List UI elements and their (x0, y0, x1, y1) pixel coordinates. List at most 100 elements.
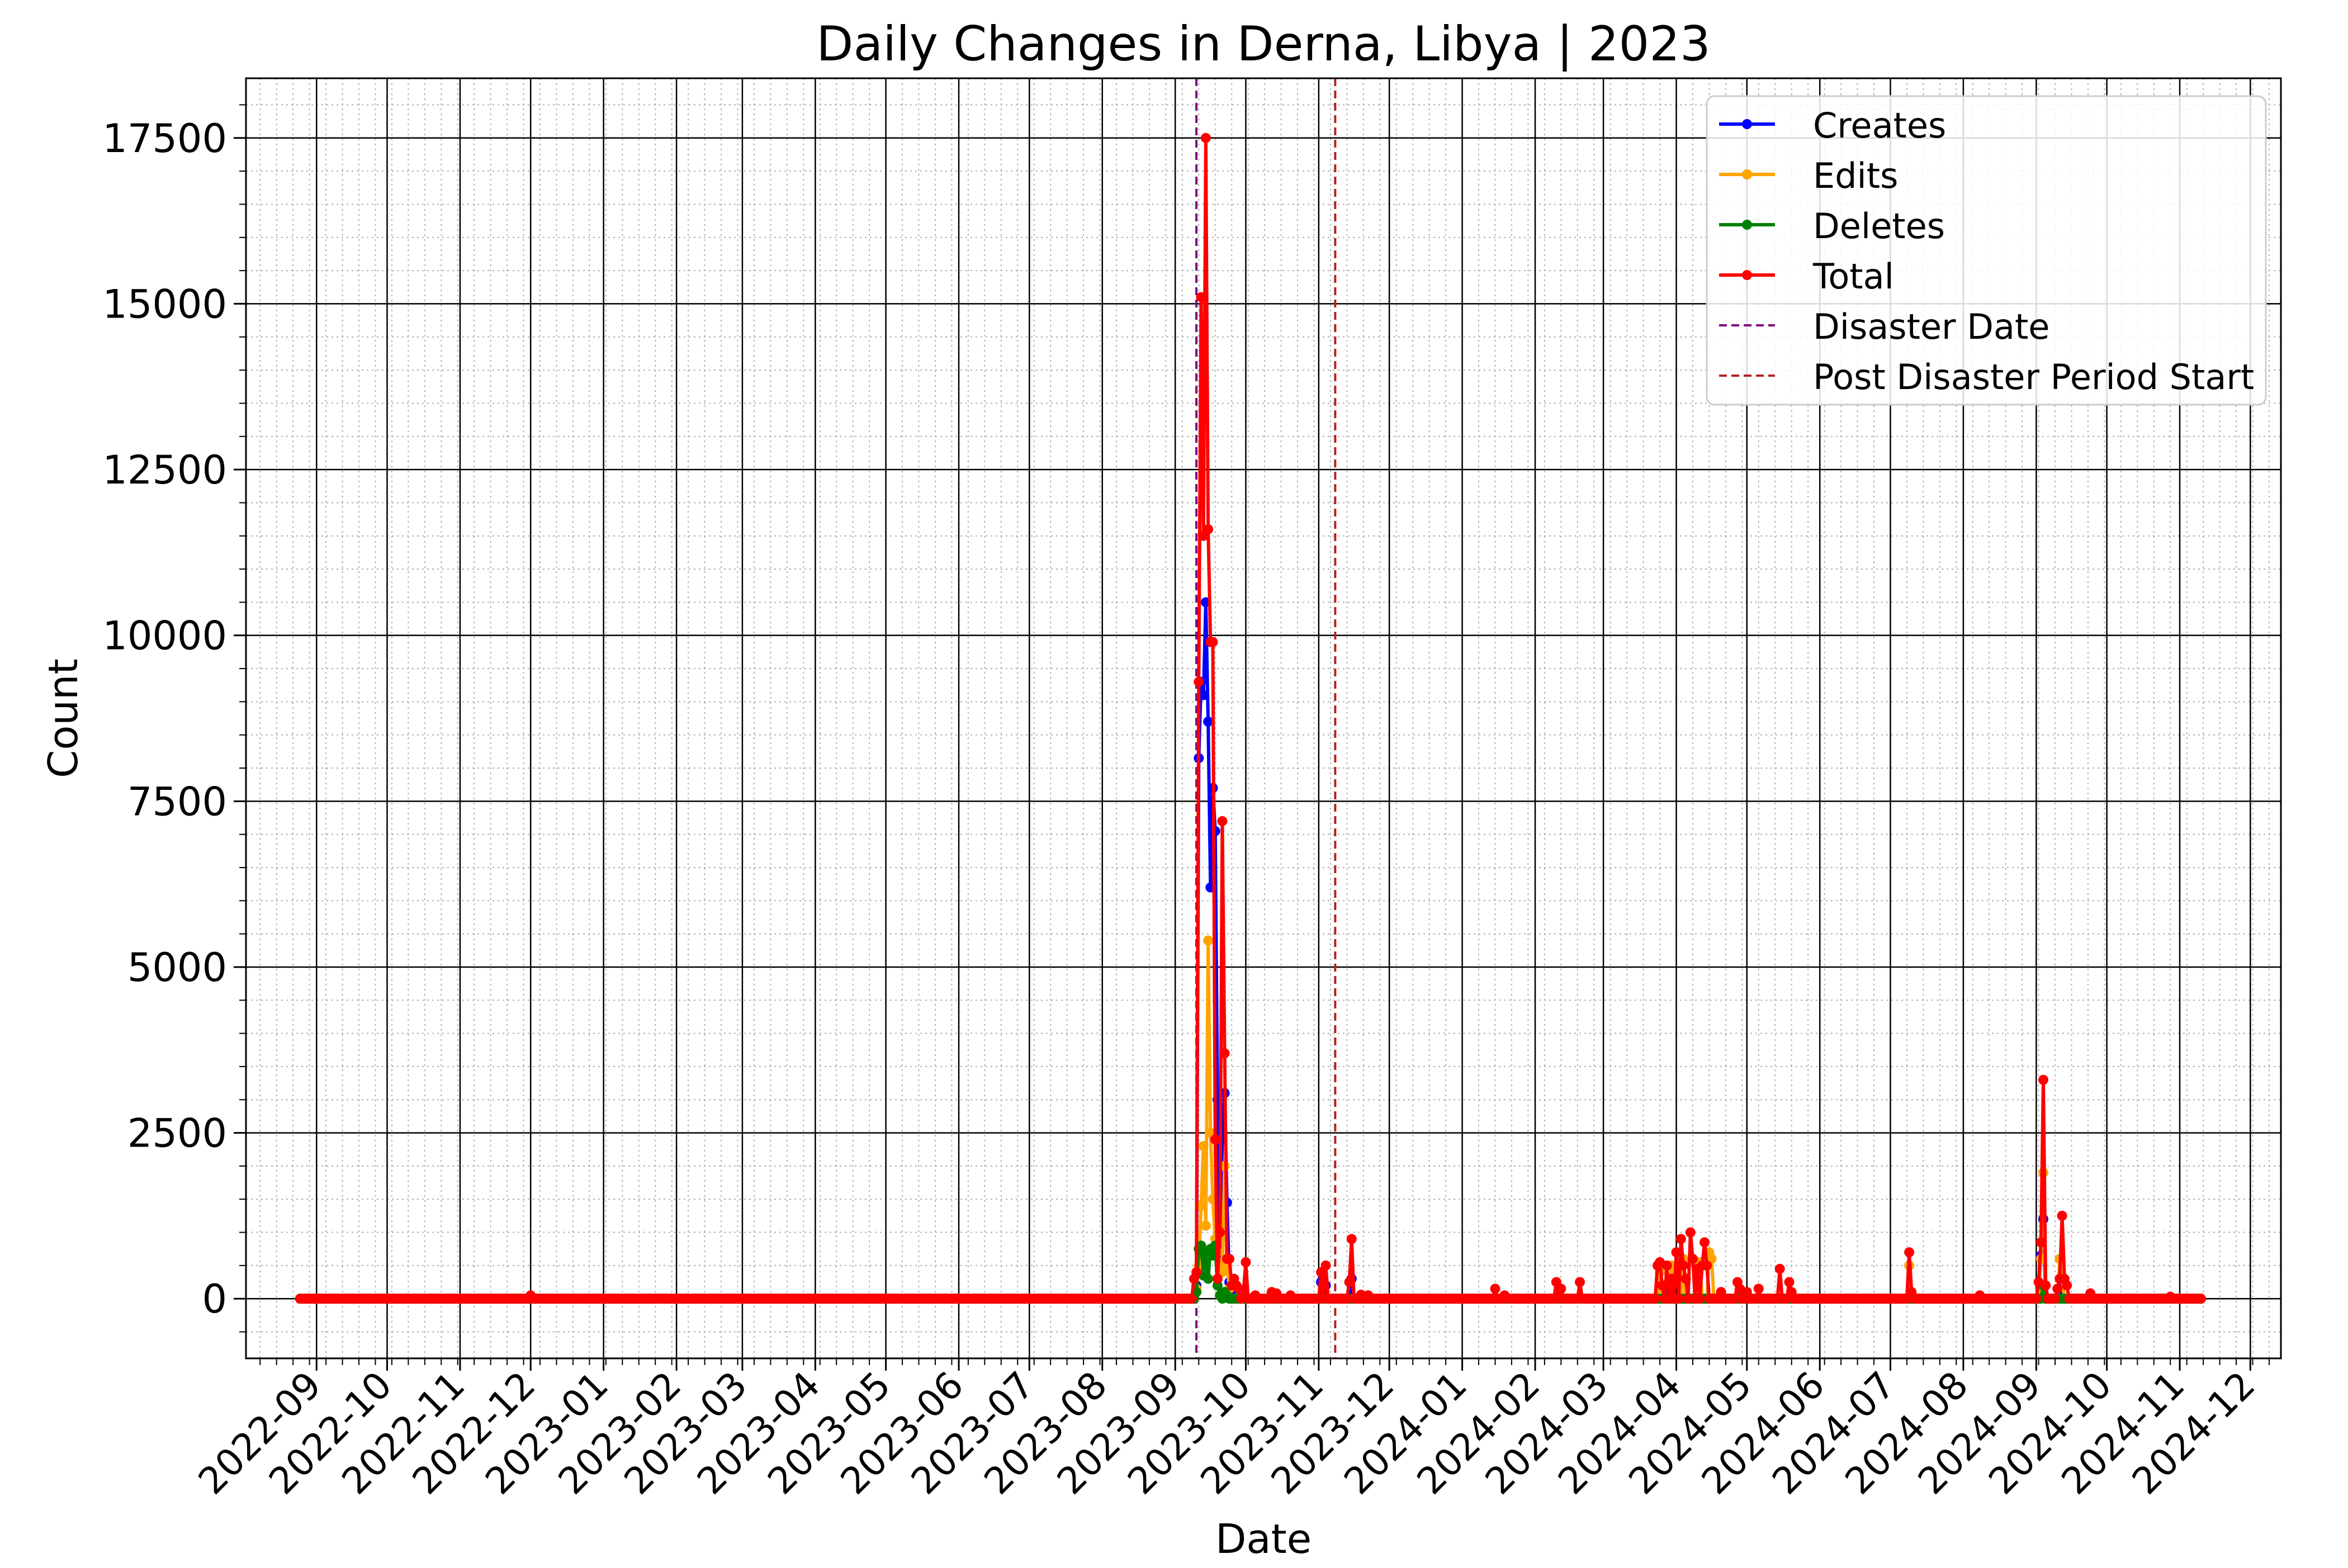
legend-label: Creates (1813, 105, 1946, 146)
data-point (1657, 1280, 1668, 1291)
plot-area-frame (245, 77, 2282, 1359)
x-axis-label: Date (1215, 1515, 1312, 1562)
data-point (2041, 1280, 2051, 1291)
data-point (1730, 1294, 1740, 1304)
legend-label: Edits (1813, 155, 1898, 196)
data-point (1241, 1257, 1251, 1267)
legend-label: Post Disaster Period Start (1813, 357, 2254, 397)
y-tick-label: 2500 (127, 1111, 227, 1157)
y-tick-label: 15000 (102, 281, 227, 327)
data-point (1688, 1254, 1698, 1264)
series-total (295, 132, 2206, 1304)
data-point (2052, 1283, 2063, 1294)
legend-item: Creates (1719, 105, 1946, 146)
data-point (1342, 1294, 1352, 1304)
data-point (1186, 1294, 1197, 1304)
axis-ticks (234, 104, 2270, 1371)
y-tick-label: 0 (202, 1276, 227, 1322)
legend-marker (1742, 220, 1752, 230)
data-point (1217, 816, 1228, 826)
y-tick-label: 12500 (102, 447, 227, 493)
legend-item: Total (1719, 256, 1894, 297)
data-point (1196, 292, 1206, 302)
series-line (300, 939, 2201, 1301)
chart-title: Daily Changes in Derna, Libya | 2023 (816, 16, 1710, 72)
legend-marker (1742, 270, 1752, 280)
data-point (2038, 1074, 2048, 1085)
data-point (1215, 1227, 1225, 1238)
data-point (1774, 1263, 1785, 1274)
data-point (1208, 637, 1218, 647)
legend-item: Post Disaster Period Start (1719, 357, 2254, 397)
data-point (1671, 1247, 1682, 1258)
y-tick-label: 17500 (102, 116, 227, 162)
data-point (1650, 1294, 1660, 1304)
data-point (1320, 1260, 1331, 1271)
data-point (1683, 1294, 1693, 1304)
data-point (1203, 716, 1214, 727)
data-point (1210, 1134, 1220, 1145)
data-point (1224, 1254, 1234, 1264)
data-point (1675, 1234, 1686, 1244)
data-point (2050, 1294, 2060, 1304)
data-point (1904, 1247, 1915, 1258)
data-point (1344, 1277, 1355, 1287)
data-point (1702, 1260, 1712, 1271)
data-point (1556, 1283, 1566, 1294)
legend-label: Deletes (1813, 206, 1945, 247)
series-line (300, 600, 2201, 1301)
series-creates (295, 597, 2206, 1304)
legend-item: Disaster Date (1719, 306, 2049, 347)
legend-label: Disaster Date (1813, 306, 2049, 347)
data-point (1784, 1277, 1795, 1287)
data-point (1200, 1220, 1211, 1231)
data-point (1208, 1250, 1218, 1261)
data-point (1203, 1273, 1214, 1284)
data-point (1203, 524, 1214, 534)
data-point (1490, 1283, 1500, 1294)
data-point (1219, 1048, 1230, 1059)
legend-box (1706, 95, 2267, 406)
reference-lines (1195, 78, 1337, 1358)
legend-label: Total (1812, 256, 1894, 297)
data-point (1678, 1260, 1689, 1271)
y-tick-label: 10000 (102, 613, 227, 659)
legend-item: Deletes (1719, 206, 1945, 247)
data-point (2031, 1294, 2042, 1304)
minor-gridlines (246, 78, 2281, 1358)
y-axis-label: Count (40, 659, 87, 778)
data-point (1667, 1273, 1677, 1284)
data-point (1196, 1201, 1206, 1211)
data-point (1673, 1294, 1684, 1304)
data-point (1198, 1141, 1209, 1152)
data-point (1212, 1273, 1223, 1284)
data-point (2035, 1237, 2046, 1248)
y-tick-label: 5000 (127, 945, 227, 991)
data-point (1200, 132, 1211, 143)
data-point (1191, 1267, 1202, 1277)
data-point (1753, 1283, 1764, 1294)
major-gridlines (246, 78, 2281, 1358)
data-point (1575, 1277, 1585, 1287)
series-layer (295, 132, 2206, 1304)
legend-marker (1742, 169, 1752, 179)
data-point (2062, 1280, 2072, 1291)
data-point (2195, 1294, 2206, 1304)
legend: Creates Edits Deletes Total Disaster Date Pos… (1706, 95, 2267, 406)
y-tick-label: 7500 (127, 779, 227, 825)
data-point (1194, 676, 1204, 687)
legend-item: Edits (1719, 155, 1898, 196)
series-edits (295, 935, 2206, 1304)
data-point (1685, 1227, 1696, 1238)
data-point (1680, 1273, 1691, 1284)
data-point (2057, 1210, 2067, 1221)
data-point (1700, 1237, 1710, 1248)
legend-marker (1742, 119, 1752, 129)
data-point (1346, 1234, 1357, 1244)
data-point (1198, 690, 1209, 700)
data-point (1203, 935, 1214, 946)
data-point (1694, 1294, 1705, 1304)
data-point (1661, 1260, 1672, 1271)
